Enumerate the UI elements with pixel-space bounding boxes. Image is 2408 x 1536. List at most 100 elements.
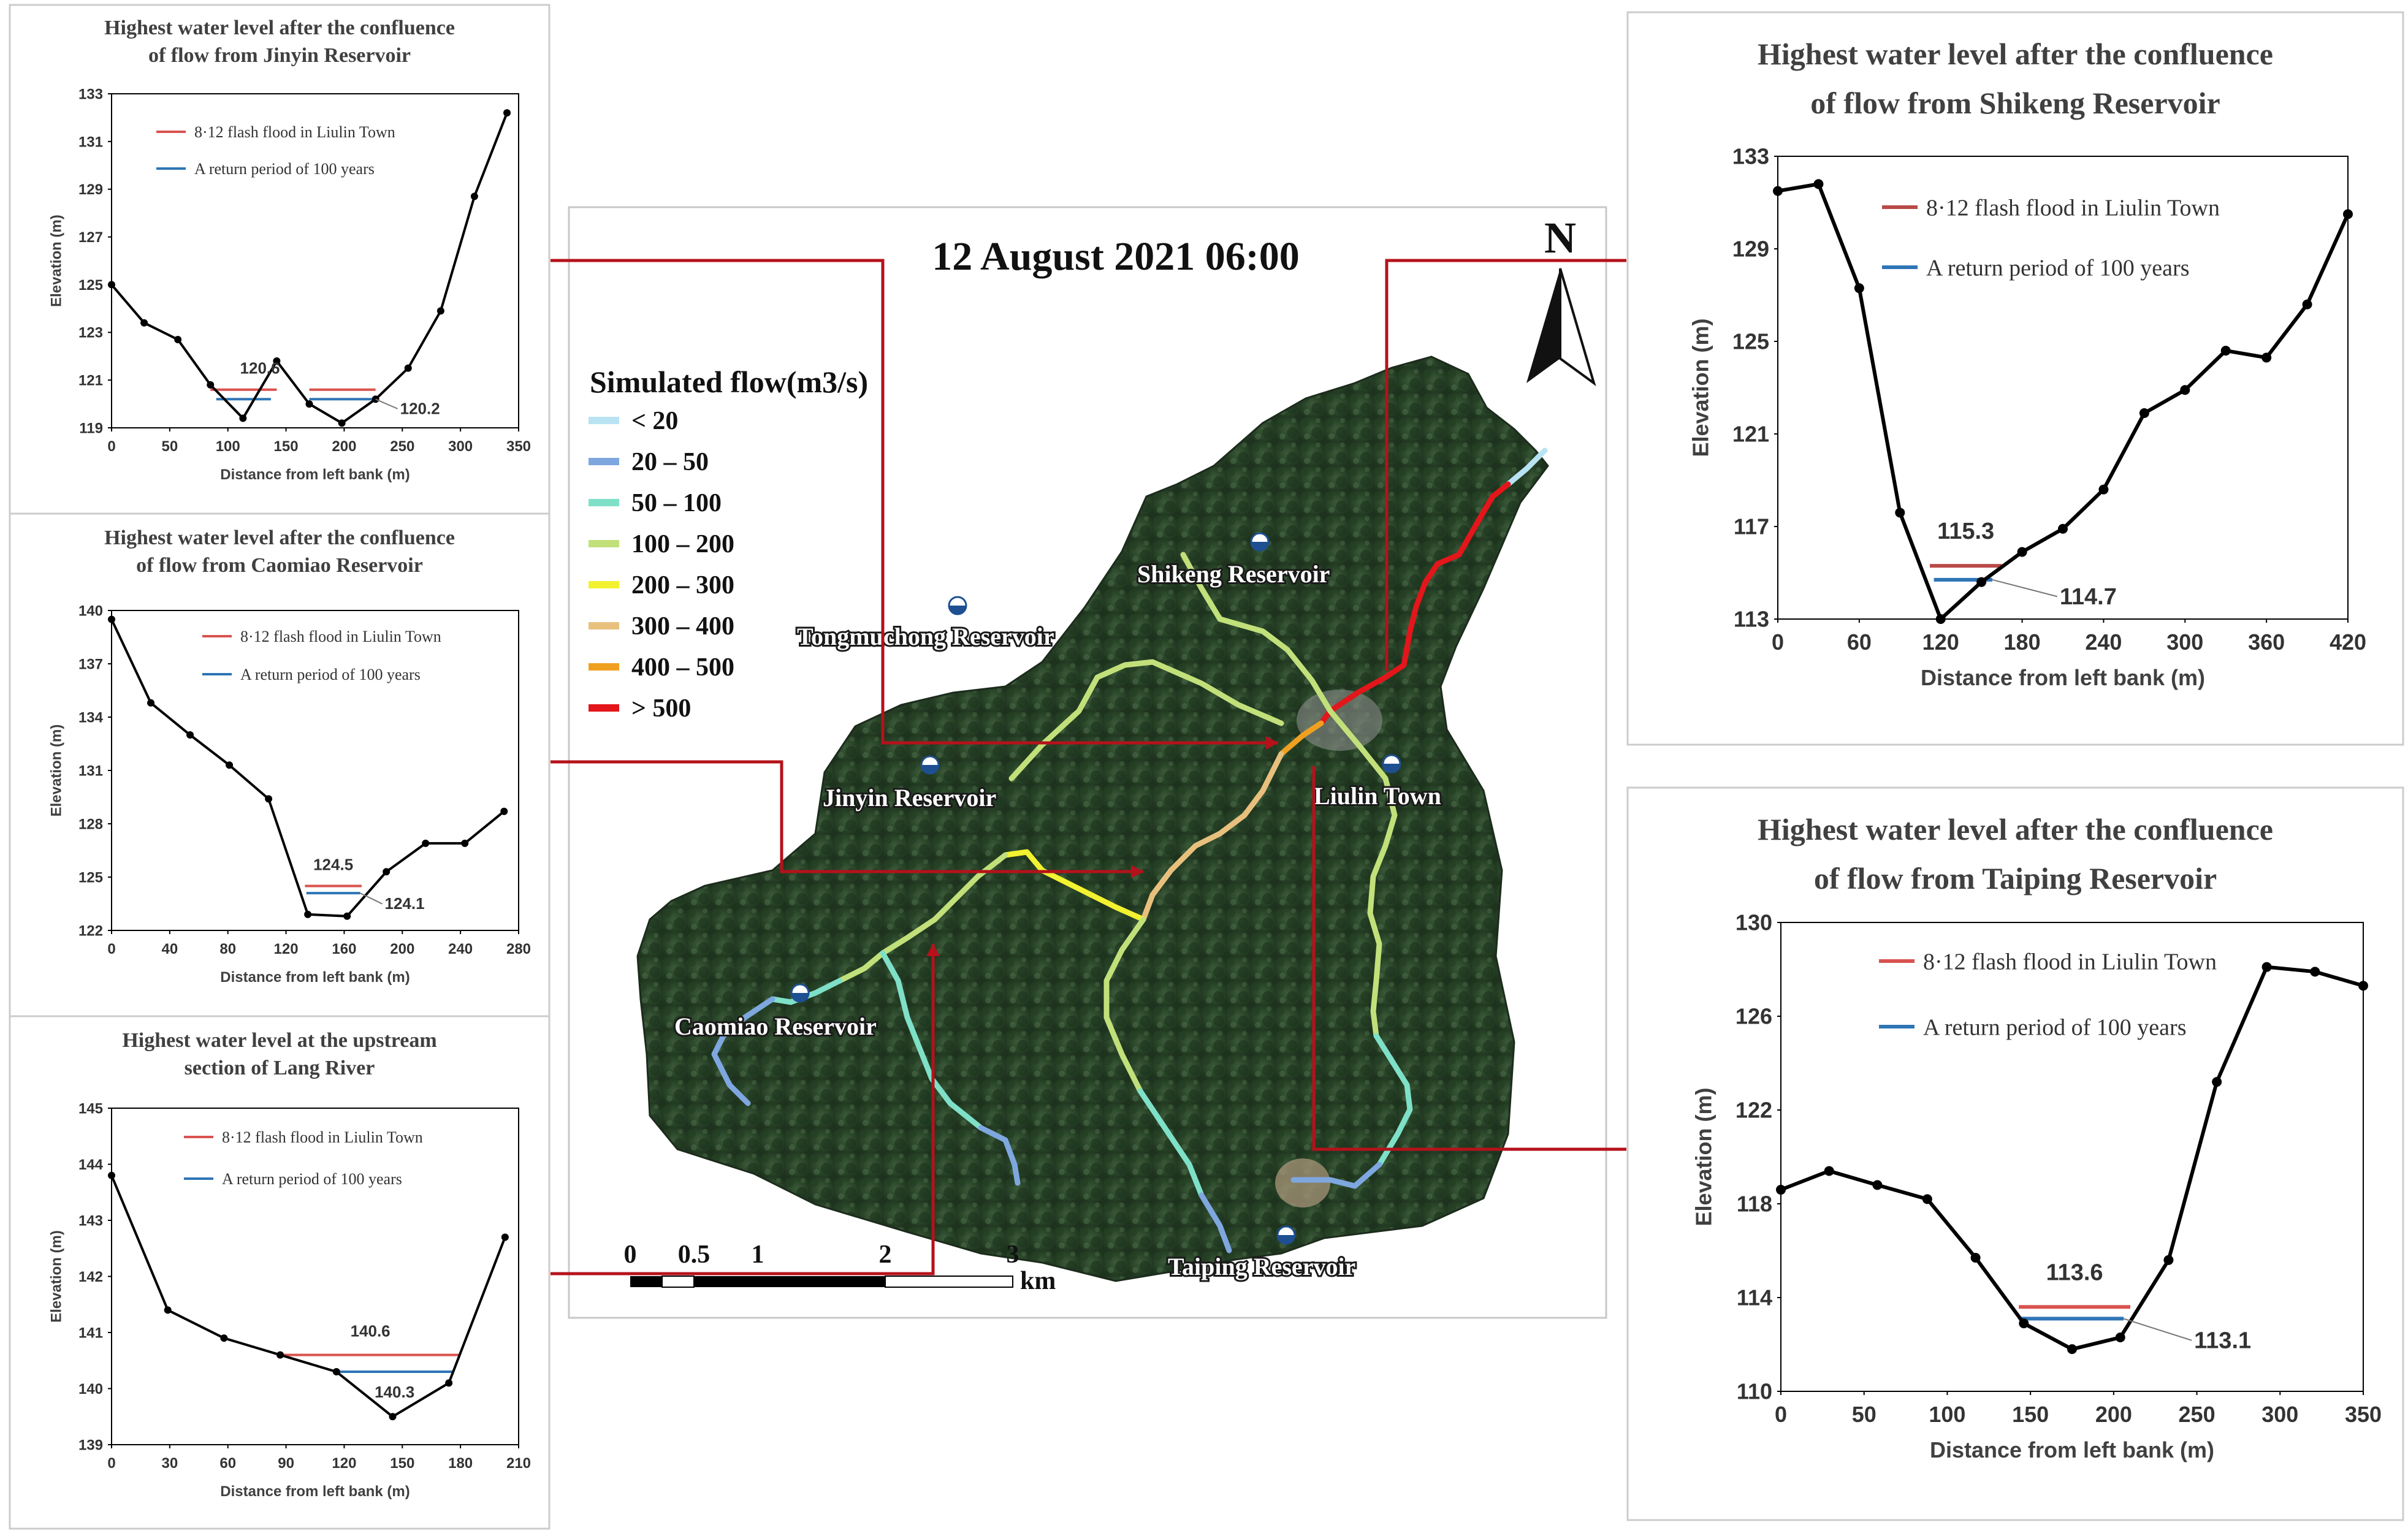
legend-label-5: 300 – 400 — [631, 612, 734, 641]
legend-rows: < 20 20 – 50 50 – 100 100 – 200 200 – 300 300… — [589, 407, 734, 723]
chart-3-ytick-label-3: 125 — [1732, 329, 1769, 354]
chart-2-xlabel: Distance from left bank (m) — [220, 1483, 410, 1500]
chart-2-ytick-label-6: 145 — [78, 1100, 103, 1117]
chart-0-ytick-label-4: 127 — [78, 229, 103, 246]
chart-4-profile-point-1 — [1824, 1166, 1834, 1176]
taiping-quarry-area — [1275, 1158, 1330, 1207]
chart-2-profile-point-7 — [501, 1233, 509, 1241]
chart-3-xtick-label-1: 60 — [1847, 629, 1872, 655]
chart-2: Highest water level at the upstream secti… — [48, 1029, 531, 1500]
chart-0-annotation-leader-1 — [375, 398, 398, 409]
chart-0-profile-point-9 — [404, 364, 412, 372]
chart-3-annotation-0: 115.3 — [1937, 519, 1994, 544]
chart-3-profile-point-11 — [2220, 346, 2231, 356]
chart-1-plot-frame — [111, 610, 519, 931]
river-yellow-200-300 — [1002, 849, 1146, 922]
chart-0-profile-point-7 — [338, 419, 346, 427]
chart-4-profile-point-7 — [2115, 1333, 2125, 1343]
chart-4-profile-point-6 — [2067, 1344, 2077, 1355]
chart-2-ytick-label-1: 140 — [78, 1381, 103, 1397]
chart-1-legend-label-0: 8·12 flash flood in Liulin Town — [240, 628, 441, 645]
chart-2-ylabel: Elevation (m) — [48, 1230, 65, 1323]
chart-3-profile-point-7 — [2058, 523, 2068, 534]
chart-1-profile-point-1 — [147, 699, 155, 707]
reservoir-icon-jinyin — [920, 755, 940, 775]
chart-2-annotation-0: 140.6 — [351, 1322, 391, 1340]
chart-2-profile-point-3 — [276, 1351, 284, 1359]
chart-1-profile-point-10 — [500, 807, 508, 815]
chart-0-profile-point-3 — [207, 381, 215, 389]
chart-2-xtick-label-6: 180 — [448, 1455, 473, 1472]
reservoir-icon-shikeng — [1250, 532, 1270, 552]
chart-1-ytick-label-2: 128 — [78, 816, 103, 832]
chart-1-profile-line — [110, 618, 505, 918]
legend-label-3: 100 – 200 — [631, 530, 734, 558]
chart-4-profile-point-11 — [2310, 967, 2320, 977]
river-blue-taiping — [1290, 1162, 1382, 1189]
chart-3-profile-point-4 — [1935, 614, 1946, 624]
chart-0-profile-point-4 — [239, 414, 247, 422]
chart-0-annotation-1: 120.2 — [400, 399, 440, 417]
chart-0-ylabel: Elevation (m) — [48, 215, 65, 307]
chart-2-xtick-label-7: 210 — [506, 1455, 531, 1472]
legend-label-2: 50 – 100 — [631, 489, 722, 517]
legend-label-6: 400 – 500 — [631, 653, 734, 682]
chart-3-xtick-label-0: 0 — [1772, 629, 1784, 655]
river-cyan-east — [1373, 1033, 1413, 1168]
chart-4-ytick-label-2: 118 — [1737, 1192, 1772, 1217]
chart-3-ytick-label-5: 133 — [1732, 144, 1769, 169]
watershed-area — [636, 355, 1549, 1282]
chart-0-legend-label-0: 8·12 flash flood in Liulin Town — [194, 123, 395, 141]
reservoir-icon-tongmuchong — [948, 596, 967, 615]
chart-2-xtick-label-5: 150 — [390, 1455, 414, 1472]
scale-seg-2 — [661, 1276, 695, 1288]
chart-3-legend-label-0: 8·12 flash flood in Liulin Town — [1926, 195, 2220, 221]
chart-0-xtick-label-1: 50 — [162, 438, 178, 455]
chart-3-xtick-label-6: 360 — [2248, 629, 2285, 655]
chart-1-profile-point-5 — [304, 910, 312, 918]
chart-3-profile-point-2 — [1854, 283, 1864, 294]
chart-0-profile-point-10 — [436, 307, 444, 315]
chart-4-profile-point-0 — [1776, 1185, 1786, 1195]
river-green-tongmuchong — [1008, 659, 1284, 781]
chart-3: Highest water level after the confluence… — [1688, 37, 2366, 690]
chart-4-ytick-label-5: 130 — [1736, 910, 1772, 935]
chart-2-ytick-label-2: 141 — [78, 1325, 103, 1341]
chart-0-profile-point-5 — [273, 357, 281, 365]
chart-3-legend-label-1: A return period of 100 years — [1926, 255, 2190, 281]
chart-3-profile-point-10 — [2180, 385, 2190, 395]
legend-label-7: > 500 — [631, 694, 691, 723]
chart-3-ylabel: Elevation (m) — [1688, 318, 1713, 457]
chart-1: Highest water level after the confluence… — [48, 527, 531, 986]
chart-0-xtick-label-6: 300 — [448, 438, 473, 455]
chart-4-profile-point-5 — [2019, 1318, 2029, 1329]
chart-0-annotation-0: 120.6 — [240, 359, 280, 378]
chart-0-xtick-label-7: 350 — [506, 438, 531, 455]
connector-jinyin — [551, 259, 1278, 745]
chart-4-legend-label-1: A return period of 100 years — [1923, 1014, 2187, 1040]
chart-3-xtick-label-7: 420 — [2330, 629, 2366, 655]
chart-0-ytick-label-0: 119 — [79, 420, 103, 436]
chart-0-ytick-label-1: 121 — [78, 373, 103, 389]
chart-2-xtick-label-1: 30 — [162, 1455, 178, 1472]
chart-1-title-line-1: of flow from Caomiao Reservoir — [136, 554, 423, 577]
chart-2-profile-point-1 — [164, 1306, 172, 1314]
chart-1-annotation-leader-1 — [360, 892, 383, 905]
reservoir-markers — [790, 532, 1401, 1245]
chart-4-ytick-label-0: 110 — [1737, 1379, 1772, 1404]
chart-0-profile-point-6 — [305, 400, 313, 408]
river-main-red — [1318, 481, 1511, 726]
chart-3-profile-point-5 — [1976, 577, 1987, 587]
chart-0-ytick-label-5: 129 — [78, 181, 103, 198]
chart-4-xtick-label-3: 150 — [2012, 1402, 2049, 1427]
flow-legend: Simulated flow(m3/s) < 20 20 – 50 50 – 100… — [589, 365, 868, 723]
legend-label-1: 20 – 50 — [631, 448, 709, 476]
chart-3-profile-point-14 — [2343, 209, 2353, 219]
chart-0-title-line-0: Highest water level after the confluence — [104, 17, 455, 39]
chart-3-plot-frame — [1777, 156, 2349, 620]
scale-bar: 0 0.5 1 2 3 km — [624, 1241, 1056, 1295]
chart-3-profile-point-0 — [1773, 186, 1783, 196]
chart-1-profile-point-3 — [226, 761, 234, 769]
chart-2-xtick-label-2: 60 — [219, 1455, 236, 1472]
chart-3-profile-point-13 — [2302, 299, 2312, 310]
